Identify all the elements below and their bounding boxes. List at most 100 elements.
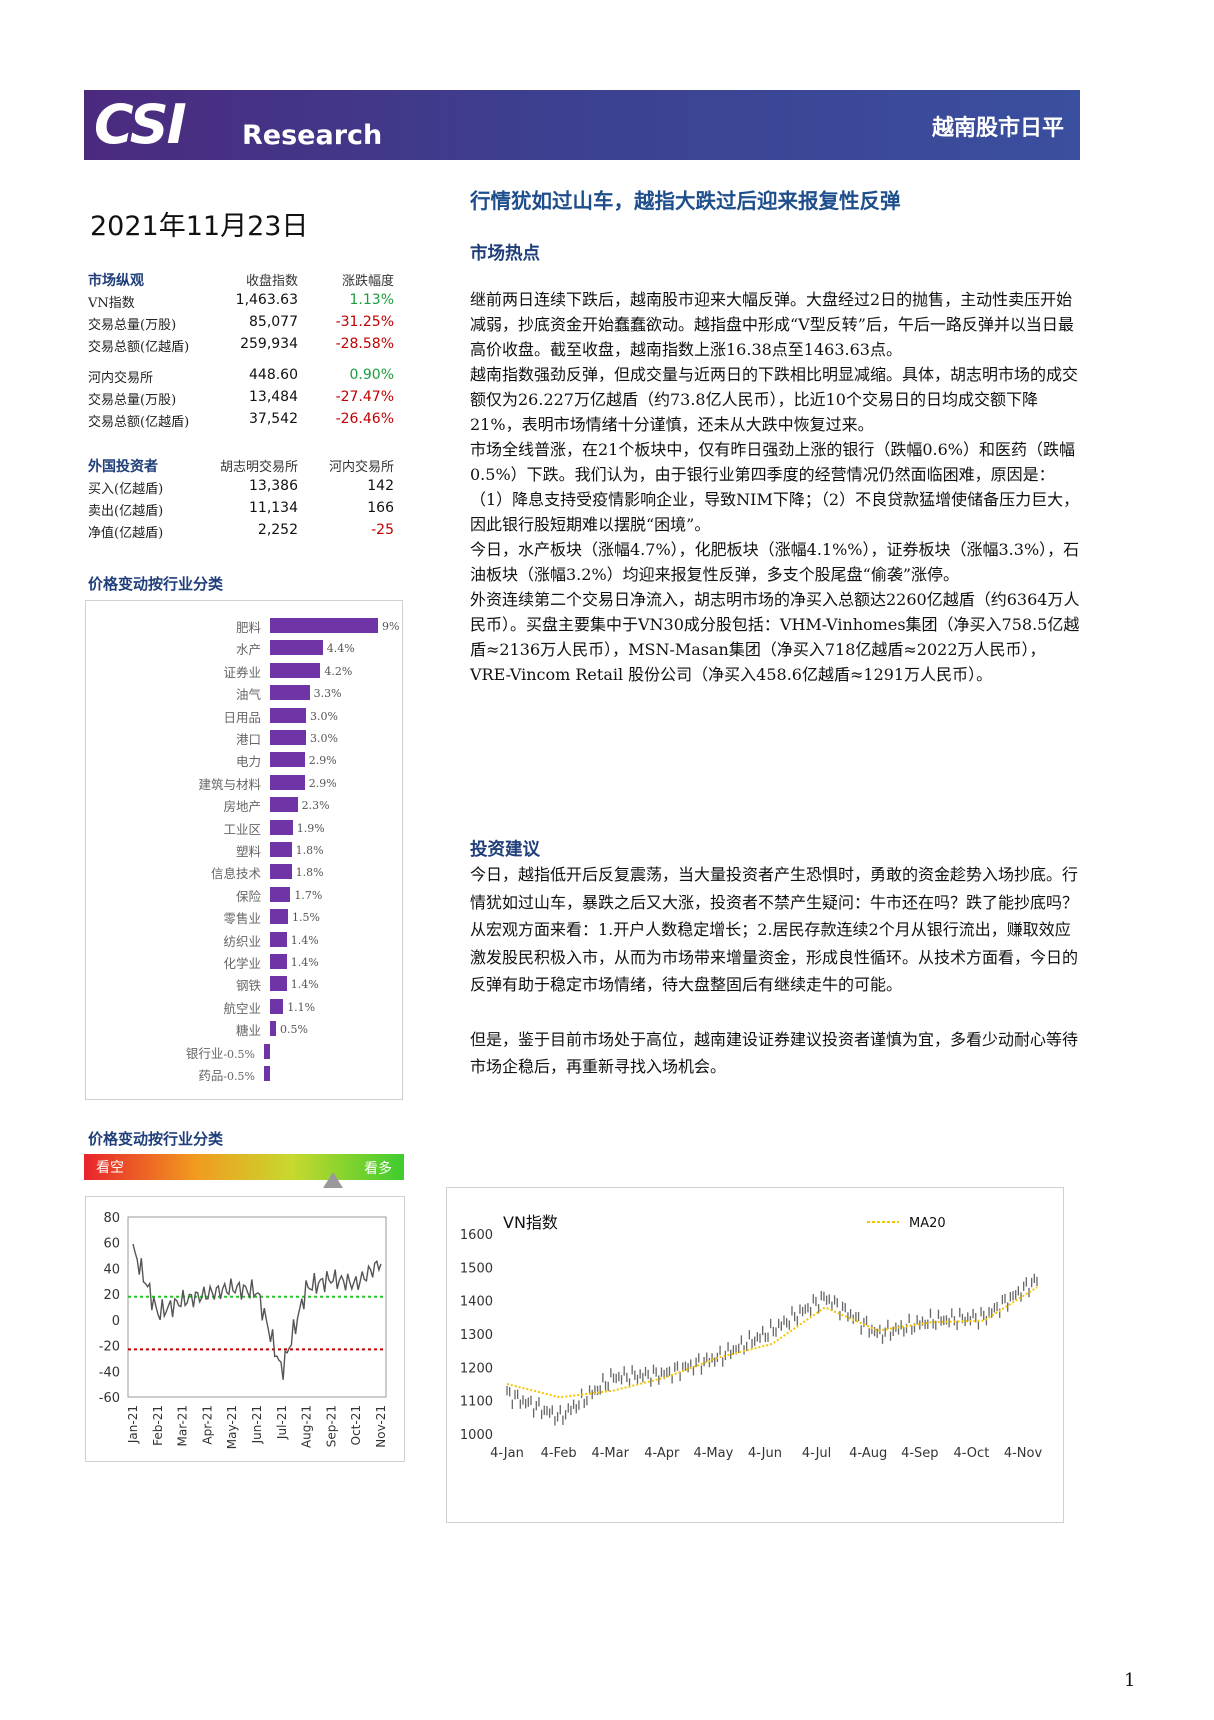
market-overview-title: 市场纵观 bbox=[88, 273, 144, 289]
industry-bar bbox=[270, 886, 291, 902]
industry-bar bbox=[270, 954, 287, 969]
industry-bar bbox=[270, 707, 306, 723]
y-tick-label: 1600 bbox=[460, 1228, 493, 1243]
x-tick-label: 4-Sep bbox=[901, 1446, 938, 1461]
industry-value-label: 1.4% bbox=[290, 956, 319, 969]
industry-bar bbox=[270, 976, 287, 992]
row-change: -26.46% bbox=[335, 411, 394, 427]
industry-category-label: 水产 bbox=[235, 642, 261, 658]
x-tick-label: Nov-21 bbox=[374, 1405, 388, 1448]
y-tick-label: 60 bbox=[103, 1237, 120, 1252]
industry-bar bbox=[270, 640, 323, 656]
row-change: -28.58% bbox=[335, 336, 394, 352]
row-change: -31.25% bbox=[335, 314, 394, 330]
foreign-investors-header: 外国投资者 胡志明交易所 河内交易所 bbox=[88, 456, 394, 478]
industry-category-label: 工业区 bbox=[223, 821, 261, 837]
industry-category-name: 银行业 bbox=[185, 1045, 224, 1061]
table-row: 交易总额(亿越盾) 259,934 -28.58% bbox=[88, 336, 394, 358]
x-tick-label: Jul-21 bbox=[275, 1405, 289, 1440]
industry-category-label: 日用品 bbox=[223, 709, 261, 725]
x-tick-label: Aug-21 bbox=[300, 1405, 314, 1448]
y-tick-label: 1400 bbox=[460, 1295, 493, 1310]
industry-value-label: 2.9% bbox=[308, 754, 337, 768]
industry-bar bbox=[270, 864, 292, 880]
industry-value-label: 2.9% bbox=[308, 776, 337, 790]
x-tick-label: Sep-21 bbox=[324, 1405, 338, 1447]
paragraph-6: 今日，越指低开后反复震荡，当大量投资者产生恐惧时，勇敢的资金趁势入场抄底。行情犹… bbox=[470, 865, 1079, 912]
x-tick-label: Jun-21 bbox=[250, 1405, 264, 1444]
industry-value-label: 1.4% bbox=[290, 978, 319, 992]
row-label: 交易总量(万股) bbox=[88, 318, 177, 333]
col-change: 涨跌幅度 bbox=[341, 274, 394, 289]
industry-bar bbox=[270, 685, 310, 701]
vn-index-svg: VN指数 MA20 1600 1500 1400 1300 1200 1100 1000 4-Ja… bbox=[460, 1213, 1043, 1461]
table-row: 买入(亿越盾) 13,386 142 bbox=[88, 478, 394, 500]
industry-bar bbox=[270, 909, 288, 925]
industry-value-label: 0.5% bbox=[280, 1023, 308, 1037]
industry-bar bbox=[270, 842, 292, 857]
article-body-2: 今日，越指低开后反复震荡，当大量投资者产生恐惧时，勇敢的资金趁势入场抄底。行情犹… bbox=[470, 861, 1080, 1081]
row-value: 448.60 bbox=[249, 367, 298, 383]
industry-bar bbox=[270, 662, 321, 678]
table-row: 净值(亿越盾) 2,252 -25 bbox=[88, 522, 394, 544]
bearish-label: 看空 bbox=[96, 1160, 124, 1176]
industry-category-label: 化学业 bbox=[223, 956, 261, 971]
report-date: 2021年11月23日 bbox=[90, 211, 309, 242]
row-label: 净值(亿越盾) bbox=[88, 526, 164, 541]
row-change: -27.47% bbox=[335, 389, 394, 405]
col-hnx: 河内交易所 bbox=[328, 460, 394, 475]
industry-category-label: 塑料 bbox=[235, 844, 261, 859]
table-row: 交易总量(万股) 85,077 -31.25% bbox=[88, 314, 394, 336]
y-tick-label: -60 bbox=[99, 1391, 120, 1406]
row-value: 85,077 bbox=[249, 314, 298, 330]
industry-bar bbox=[270, 797, 298, 813]
y-tick-label: 1200 bbox=[460, 1361, 493, 1376]
article-body-1: 继前两日连续下跌后，越南股市迎来大幅反弹。大盘经过2日的抛售，主动性卖压开始减弱… bbox=[470, 287, 1080, 687]
industry-category-label: 房地产 bbox=[223, 799, 261, 815]
header-banner: CSI Research 越南股市日平 bbox=[84, 90, 1080, 160]
row-label: 交易总额(亿越盾) bbox=[88, 340, 190, 355]
x-tick-label: 4-Aug bbox=[849, 1446, 887, 1461]
row-change: 1.13% bbox=[349, 292, 394, 308]
row-value: 13,484 bbox=[249, 389, 298, 405]
industry-bar bbox=[264, 1066, 270, 1081]
industry-category-label: 药品-0.5% bbox=[130, 1065, 255, 1084]
table-row: 交易总额(亿越盾) 37,542 -26.46% bbox=[88, 411, 394, 433]
x-tick-label: 4-May bbox=[693, 1446, 733, 1461]
industry-bar bbox=[270, 618, 378, 633]
industry-value-label: 1.1% bbox=[287, 1000, 316, 1014]
industry-value-label: 3.0% bbox=[310, 732, 338, 745]
industry-value-label: 1.5% bbox=[292, 911, 320, 925]
oscillator-line bbox=[132, 1243, 382, 1380]
x-tick-label: 4-Apr bbox=[644, 1446, 680, 1461]
x-tick-label: Mar-21 bbox=[176, 1405, 190, 1446]
bullish-label: 看多 bbox=[364, 1161, 392, 1177]
y-tick-label: 0 bbox=[112, 1314, 120, 1329]
report-type-title: 越南股市日平 bbox=[931, 116, 1064, 141]
market-hotspot-heading: 市场热点 bbox=[470, 244, 540, 264]
table-row: 交易总量(万股) 13,484 -27.47% bbox=[88, 389, 394, 411]
industry-category-label: 零售业 bbox=[223, 911, 261, 927]
paragraph-4: 今日，水产板块（涨幅4.7%），化肥板块（涨幅4.1%%），证券板块（涨幅3.3… bbox=[470, 540, 1080, 584]
industry-bar bbox=[270, 998, 284, 1014]
industry-bar bbox=[270, 774, 305, 790]
industry-category-label: 电力 bbox=[235, 754, 261, 770]
table-row: 卖出(亿越盾) 11,134 166 bbox=[88, 500, 394, 522]
row-hnx: 142 bbox=[367, 478, 394, 494]
industry-section-title: 价格变动按行业分类 bbox=[88, 575, 224, 593]
x-tick-label: Feb-21 bbox=[151, 1405, 165, 1446]
industry-bar-chart: 肥料 9% 水产 4.4% 证券业 4.2% 油气 3.3% 日用品 3.0% 港口 3.0% 电力 2.… bbox=[85, 600, 403, 1100]
industry-bar bbox=[270, 819, 293, 835]
industry-value-label: 2.3% bbox=[301, 799, 330, 813]
industry-value-label: 9% bbox=[382, 620, 400, 633]
table-row: 河内交易所 448.60 0.90% bbox=[88, 367, 394, 389]
row-label: 买入(亿越盾) bbox=[88, 482, 164, 497]
sentiment-section-title: 价格变动按行业分类 bbox=[88, 1130, 224, 1148]
industry-category-label: 糖业 bbox=[235, 1023, 261, 1039]
industry-category-label: 港口 bbox=[235, 732, 261, 747]
industry-bar bbox=[270, 752, 305, 768]
table-row: VN指数 1,463.63 1.13% bbox=[88, 292, 394, 314]
x-tick-label: Oct-21 bbox=[349, 1405, 363, 1445]
sentiment-gauge: 看空 看多 bbox=[84, 1154, 404, 1180]
paragraph-1: 继前两日连续下跌后，越南股市迎来大幅反弹。大盘经过2日的抛售，主动性卖压开始减弱… bbox=[470, 290, 1074, 359]
